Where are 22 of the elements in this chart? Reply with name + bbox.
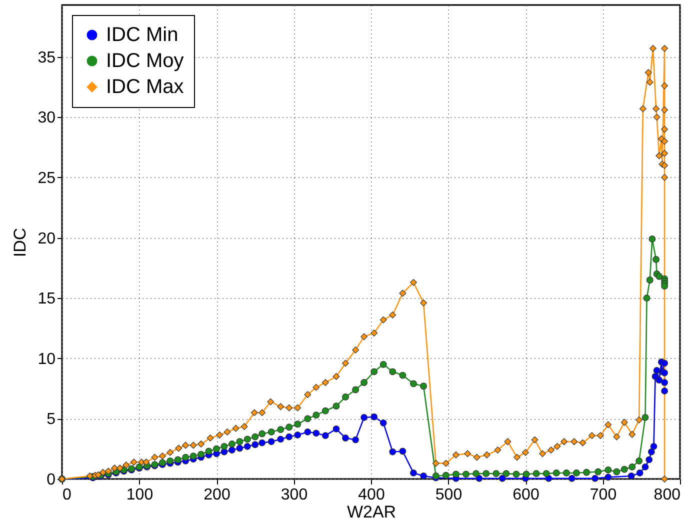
x-tick-label: 800 [654, 486, 681, 504]
legend-label: IDC Min [106, 24, 178, 46]
y-tick-label: 35 [38, 49, 56, 66]
y-tick-label: 10 [38, 350, 56, 368]
legend-label: IDC Max [106, 76, 184, 98]
y-axis-title: IDC [10, 228, 30, 258]
x-tick-label: 700 [590, 486, 617, 504]
legend-label: IDC Moy [106, 50, 184, 72]
x-tick-label: 200 [204, 486, 230, 504]
y-tick-label: 30 [38, 110, 56, 127]
x-tick-label: 500 [435, 486, 462, 504]
x-tick-label: 100 [126, 486, 154, 504]
x-tick-label: 0 [62, 486, 72, 504]
x-axis-title: W2AR [346, 502, 396, 519]
y-tick-label: 20 [38, 230, 56, 248]
x-tick-label: 300 [280, 486, 308, 504]
y-tick-label: 25 [38, 170, 56, 187]
x-tick-label: 400 [358, 486, 385, 504]
x-tick-label: 600 [512, 486, 540, 504]
y-tick-label: 5 [46, 411, 56, 428]
y-tick-label: 0 [46, 472, 56, 488]
y-tick-label: 15 [38, 290, 56, 308]
